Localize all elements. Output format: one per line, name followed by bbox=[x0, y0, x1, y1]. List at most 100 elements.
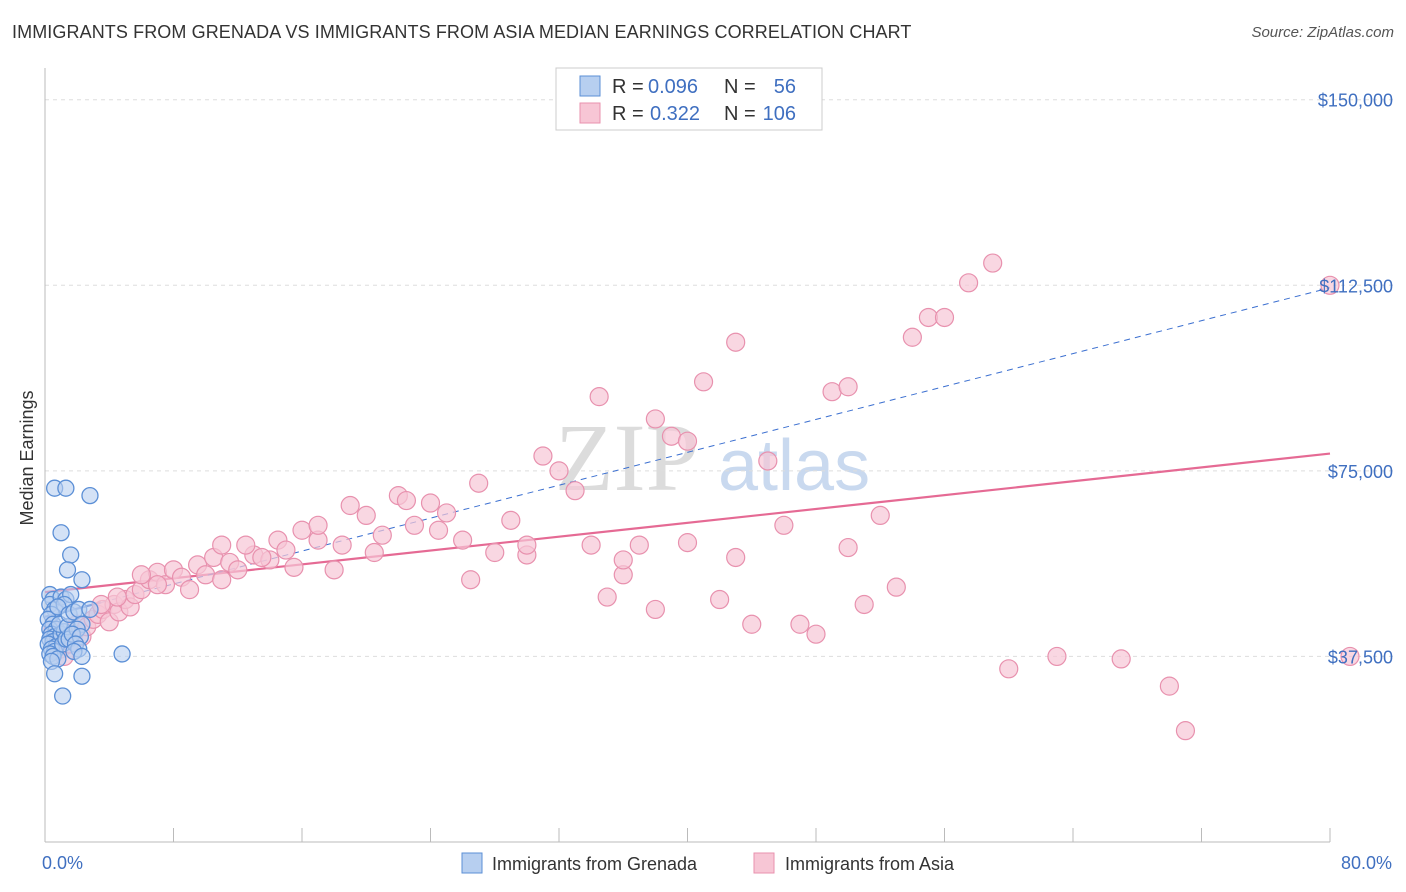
grenada-point bbox=[73, 571, 91, 589]
grenada-point bbox=[73, 647, 91, 666]
asia-point bbox=[147, 575, 168, 595]
asia-point bbox=[340, 495, 360, 516]
asia-point bbox=[324, 560, 344, 580]
asia-point bbox=[886, 577, 906, 597]
asia-point bbox=[613, 550, 633, 570]
asia-point bbox=[1047, 646, 1067, 667]
asia-point bbox=[774, 515, 794, 535]
asia-point bbox=[1175, 721, 1196, 741]
asia-point bbox=[428, 520, 449, 540]
y-tick-label: $37,500 bbox=[1328, 647, 1393, 667]
grenada-trend-line-dashed bbox=[101, 287, 1331, 603]
asia-point bbox=[870, 505, 890, 526]
asia-trend-line bbox=[44, 452, 1331, 594]
grenada-point bbox=[81, 486, 99, 505]
asia-point bbox=[1340, 646, 1360, 667]
y-tick-label: $150,000 bbox=[1318, 91, 1393, 111]
asia-point bbox=[958, 273, 979, 293]
asia-point bbox=[999, 659, 1019, 679]
legend-n-value-grenada: 56 bbox=[774, 76, 796, 98]
asia-point bbox=[212, 570, 232, 590]
data-points bbox=[39, 253, 1360, 741]
asia-point bbox=[790, 614, 810, 634]
asia-point bbox=[758, 451, 778, 471]
asia-point bbox=[372, 525, 392, 545]
chart-title: IMMIGRANTS FROM GRENADA VS IMMIGRANTS FR… bbox=[12, 22, 912, 42]
asia-point bbox=[693, 372, 714, 392]
asia-point bbox=[228, 560, 248, 580]
asia-point bbox=[332, 535, 352, 555]
legend-swatch-asia bbox=[579, 102, 601, 124]
asia-point bbox=[308, 515, 328, 535]
asia-point bbox=[1159, 676, 1179, 696]
asia-point bbox=[364, 542, 384, 563]
legend-swatch-grenada bbox=[579, 75, 601, 97]
asia-point bbox=[533, 446, 553, 466]
asia-point bbox=[212, 535, 232, 555]
legend-r-label-asia: R = bbox=[612, 103, 644, 125]
asia-point bbox=[854, 594, 874, 615]
asia-point bbox=[453, 530, 473, 550]
axes bbox=[44, 68, 1331, 843]
legend-n-value-asia: 106 bbox=[763, 103, 796, 125]
grenada-point bbox=[45, 665, 64, 683]
asia-point bbox=[252, 547, 272, 568]
asia-point bbox=[726, 547, 746, 568]
asia-point bbox=[726, 332, 746, 352]
y-tick-label: $112,500 bbox=[1319, 276, 1393, 296]
asia-point bbox=[918, 307, 939, 328]
asia-point bbox=[742, 614, 762, 634]
asia-point bbox=[1111, 649, 1131, 669]
asia-point bbox=[501, 510, 521, 530]
asia-point bbox=[645, 409, 665, 429]
watermark-atlas: atlas bbox=[718, 426, 870, 506]
legend-r-value-asia: 0.322 bbox=[650, 103, 700, 125]
bottom-legend-label-grenada: Immigrants from Grenada bbox=[492, 854, 698, 874]
x-tick-label-min: 0.0% bbox=[42, 853, 83, 873]
y-axis-label: Median Earnings bbox=[17, 390, 37, 525]
grenada-point bbox=[52, 524, 70, 542]
legend-r-label-grenada: R = bbox=[612, 76, 644, 98]
asia-point bbox=[179, 580, 200, 600]
asia-point bbox=[838, 537, 858, 558]
asia-point bbox=[589, 387, 609, 407]
grenada-point bbox=[81, 600, 99, 619]
asia-point bbox=[934, 307, 955, 328]
asia-point bbox=[396, 490, 417, 511]
asia-point bbox=[276, 540, 296, 560]
asia-point bbox=[461, 570, 481, 590]
asia-point bbox=[677, 533, 698, 553]
asia-point bbox=[710, 589, 730, 610]
asia-point bbox=[661, 426, 682, 446]
asia-point bbox=[549, 461, 569, 481]
grenada-point bbox=[58, 561, 77, 579]
asia-point bbox=[677, 431, 698, 451]
asia-point bbox=[581, 535, 601, 555]
grenada-point bbox=[57, 479, 75, 497]
stats-legend: R = 0.096 N = 56 R = 0.322 N = 106 bbox=[555, 67, 823, 131]
asia-point bbox=[284, 557, 304, 577]
bottom-legend-swatch-asia bbox=[753, 852, 775, 874]
series-legend: Immigrants from Grenada Immigrants from … bbox=[461, 852, 955, 874]
asia-point bbox=[436, 503, 457, 523]
legend-n-label-asia: N = bbox=[724, 103, 756, 125]
grenada-point bbox=[54, 687, 72, 705]
asia-point bbox=[645, 599, 665, 620]
asia-point bbox=[517, 535, 537, 555]
asia-point bbox=[469, 473, 489, 493]
asia-point bbox=[902, 327, 922, 347]
asia-point bbox=[107, 587, 127, 607]
asia-point bbox=[806, 624, 826, 644]
asia-point bbox=[822, 382, 842, 402]
asia-point bbox=[236, 535, 256, 555]
asia-point bbox=[485, 542, 505, 563]
asia-point bbox=[196, 565, 216, 585]
asia-point bbox=[292, 520, 312, 540]
legend-n-label-grenada: N = bbox=[724, 76, 756, 98]
asia-point bbox=[838, 377, 858, 397]
asia-point bbox=[131, 565, 151, 585]
asia-point bbox=[983, 253, 1003, 273]
asia-point bbox=[629, 535, 649, 555]
legend-r-value-grenada: 0.096 bbox=[648, 76, 698, 98]
